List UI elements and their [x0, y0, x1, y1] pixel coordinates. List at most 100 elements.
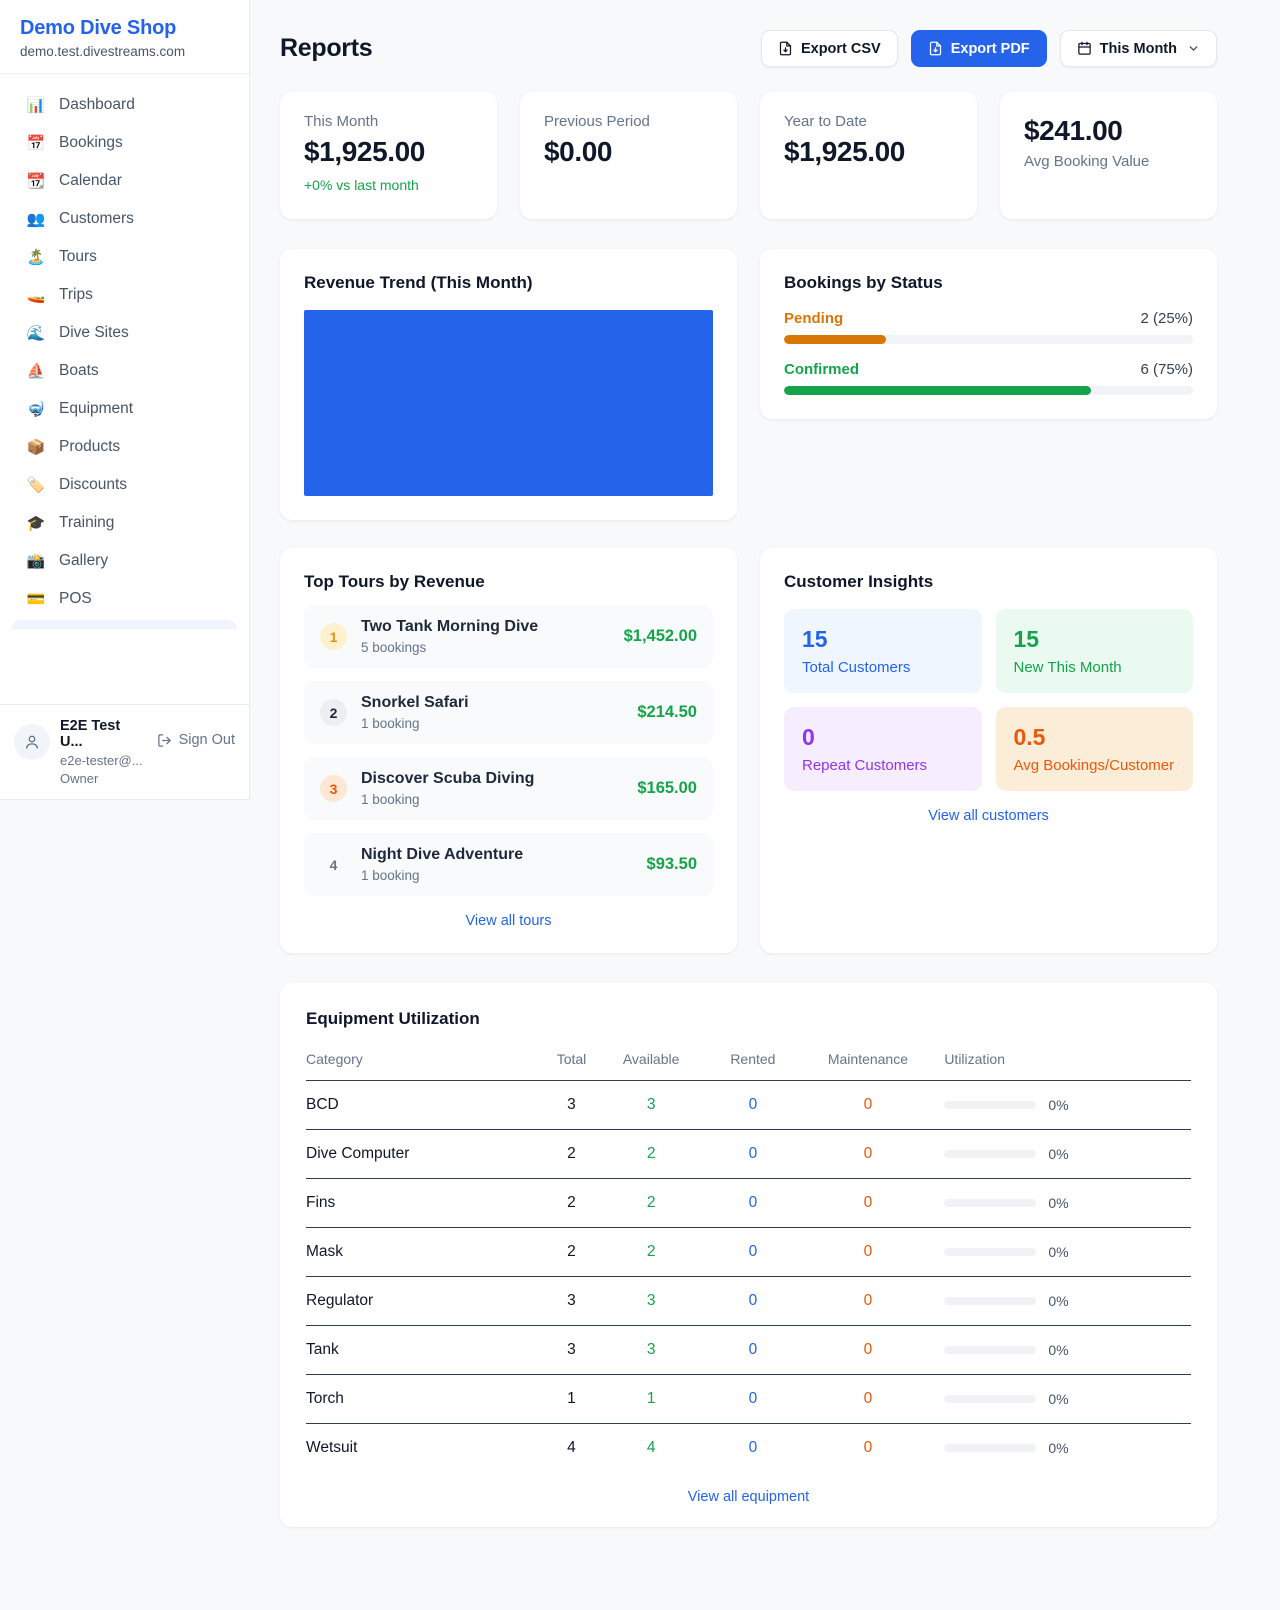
wave-icon: 🌊 [26, 324, 46, 342]
cell-rented: 0 [704, 1276, 802, 1326]
progress-fill [784, 335, 887, 344]
rank-badge: 3 [320, 775, 347, 802]
sidebar-item-pos[interactable]: 💳 POS [12, 580, 237, 618]
sidebar-item-gallery[interactable]: 📸 Gallery [12, 542, 237, 580]
utilization-bar [944, 1248, 1037, 1256]
stat-label: Avg Booking Value [1024, 153, 1150, 170]
top-tours-title: Top Tours by Revenue [304, 572, 485, 591]
cell-total: 3 [544, 1325, 599, 1375]
utilization-bar [944, 1395, 1037, 1403]
period-select[interactable]: This Month [1059, 30, 1217, 67]
avatar [14, 724, 50, 760]
sidebar-item-calendar[interactable]: 📆 Calendar [12, 162, 237, 200]
status-row-pending: Pending 2 (25%) [784, 310, 1193, 344]
table-row: Regulator 3 3 0 0 0% [306, 1276, 1191, 1326]
cell-rented: 0 [704, 1325, 802, 1375]
cell-total: 3 [544, 1080, 599, 1130]
sidebar-item-label: Trips [59, 286, 93, 303]
sidebar-item-label: Training [59, 514, 115, 531]
sidebar-item-label: Boats [59, 362, 99, 379]
sidebar-item-training[interactable]: 🎓 Training [12, 504, 237, 542]
insight-value: 0.5 [1013, 724, 1046, 750]
table-row: Fins 2 2 0 0 0% [306, 1178, 1191, 1228]
user-email: e2e-tester@... [60, 753, 143, 768]
cell-category: Tank [306, 1325, 545, 1375]
cell-utilization: 0% [934, 1325, 1191, 1375]
cell-total: 2 [544, 1178, 599, 1228]
cell-available: 1 [598, 1374, 705, 1424]
cell-utilization: 0% [934, 1276, 1191, 1326]
table-header-row: Category Total Available Rented Maintena… [306, 1043, 1191, 1081]
cell-utilization: 0% [934, 1424, 1191, 1473]
sidebar-item-label: Calendar [59, 172, 122, 189]
sidebar-item-reports-active-partial[interactable] [12, 620, 237, 629]
sidebar-item-products[interactable]: 📦 Products [12, 428, 237, 466]
shop-domain: demo.test.divestreams.com [20, 44, 186, 59]
col-header-utilization: Utilization [934, 1043, 1191, 1081]
cell-available: 3 [598, 1325, 705, 1375]
cell-total: 4 [567, 1439, 576, 1456]
cell-maintenance: 0 [801, 1325, 935, 1375]
cell-total: 1 [544, 1374, 599, 1424]
sidebar-user-footer: E2E Test U... e2e-tester@... Owner Sign … [0, 704, 249, 799]
revenue-trend-chart[interactable] [304, 310, 713, 496]
view-all-tours-link[interactable]: View all tours [465, 913, 552, 929]
tour-row: 1 Two Tank Morning Dive 5 bookings $1,45… [304, 605, 713, 668]
sidebar-item-tours[interactable]: 🏝️ Tours [12, 238, 237, 276]
table-row: Dive Computer 2 2 0 0 0% [306, 1129, 1191, 1179]
cell-category: Wetsuit [306, 1439, 358, 1456]
status-count: 2 (25%) [1140, 310, 1193, 327]
utilization-percent: 0% [1048, 1440, 1069, 1456]
sidebar-item-trips[interactable]: 🚤 Trips [12, 276, 237, 314]
tour-name: Night Dive Adventure [361, 846, 524, 863]
col-header-rented: Rented [704, 1043, 802, 1081]
view-all-equipment-link[interactable]: View all equipment [687, 1489, 810, 1505]
sidebar-item-customers[interactable]: 👥 Customers [12, 200, 237, 238]
rank-badge: 4 [329, 856, 338, 873]
cell-category: Dive Computer [306, 1129, 545, 1179]
sidebar-item-dive-sites[interactable]: 🌊 Dive Sites [12, 314, 237, 352]
sidebar-item-label: Customers [59, 210, 134, 227]
insight-value: 0 [802, 724, 815, 750]
insight-tile-total-customers: 15 Total Customers [784, 609, 982, 693]
cell-utilization: 0% [934, 1374, 1191, 1424]
cell-maintenance: 0 [801, 1080, 935, 1130]
insight-label: Avg Bookings/Customer [1013, 757, 1175, 774]
tour-name: Discover Scuba Diving [361, 770, 535, 787]
utilization-percent: 0% [1048, 1244, 1069, 1260]
tour-amount: $93.50 [646, 855, 697, 873]
status-count: 6 (75%) [1140, 361, 1193, 378]
tour-amount: $214.50 [637, 703, 697, 721]
view-all-customers-link[interactable]: View all customers [928, 808, 1049, 824]
sidebar-item-equipment[interactable]: 🤿 Equipment [12, 390, 237, 428]
tour-amount: $165.00 [637, 779, 697, 797]
export-pdf-button[interactable]: Export PDF [910, 30, 1047, 67]
export-csv-button[interactable]: Export CSV [760, 30, 898, 67]
sidebar-header: Demo Dive Shop demo.test.divestreams.com [0, 0, 249, 74]
sidebar-item-dashboard[interactable]: 📊 Dashboard [12, 86, 237, 124]
customer-insights-grid: 15 Total Customers 15 New This Month 0 R… [784, 609, 1193, 791]
sidebar-item-boats[interactable]: ⛵ Boats [12, 352, 237, 390]
stat-cards-row: This Month $1,925.00 +0% vs last month P… [280, 92, 1217, 219]
utilization-bar [944, 1297, 1037, 1305]
bookings-by-status-title: Bookings by Status [784, 273, 943, 292]
camera-icon: 📸 [26, 552, 46, 570]
logout-icon [157, 733, 171, 747]
sidebar: Demo Dive Shop demo.test.divestreams.com… [0, 0, 250, 800]
sign-out-button[interactable]: Sign Out [157, 732, 235, 748]
credit-card-icon: 💳 [26, 590, 46, 608]
page-header: Reports Export CSV Export PDF This Month [280, 30, 1217, 67]
cell-total: 2 [544, 1129, 599, 1179]
file-download-icon [779, 41, 792, 56]
cell-total: 3 [544, 1276, 599, 1326]
sidebar-nav: 📊 Dashboard 📅 Bookings 📆 Calendar 👥 Cust… [0, 74, 249, 704]
lists-row: Top Tours by Revenue 1 Two Tank Morning … [280, 548, 1217, 953]
utilization-percent: 0% [1048, 1097, 1069, 1113]
shop-name[interactable]: Demo Dive Shop [20, 17, 177, 39]
export-pdf-label: Export PDF [950, 40, 1030, 57]
cell-available: 3 [598, 1276, 705, 1326]
sidebar-item-bookings[interactable]: 📅 Bookings [12, 124, 237, 162]
bookings-by-status-card: Bookings by Status Pending 2 (25%) Confi… [760, 249, 1217, 419]
cell-maintenance: 0 [801, 1178, 935, 1228]
sidebar-item-discounts[interactable]: 🏷️ Discounts [12, 466, 237, 504]
